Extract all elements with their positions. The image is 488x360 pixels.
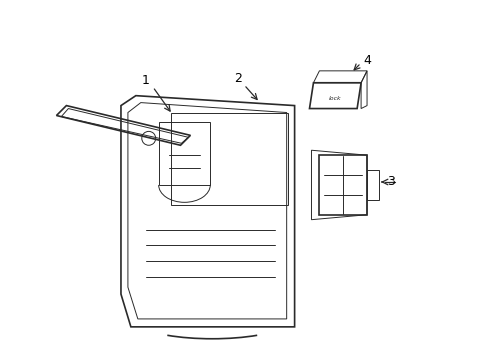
Text: 2: 2 bbox=[234, 72, 242, 85]
Text: 3: 3 bbox=[386, 175, 394, 189]
Text: 4: 4 bbox=[363, 54, 370, 67]
Text: lock: lock bbox=[328, 96, 341, 101]
Text: 1: 1 bbox=[142, 74, 149, 87]
